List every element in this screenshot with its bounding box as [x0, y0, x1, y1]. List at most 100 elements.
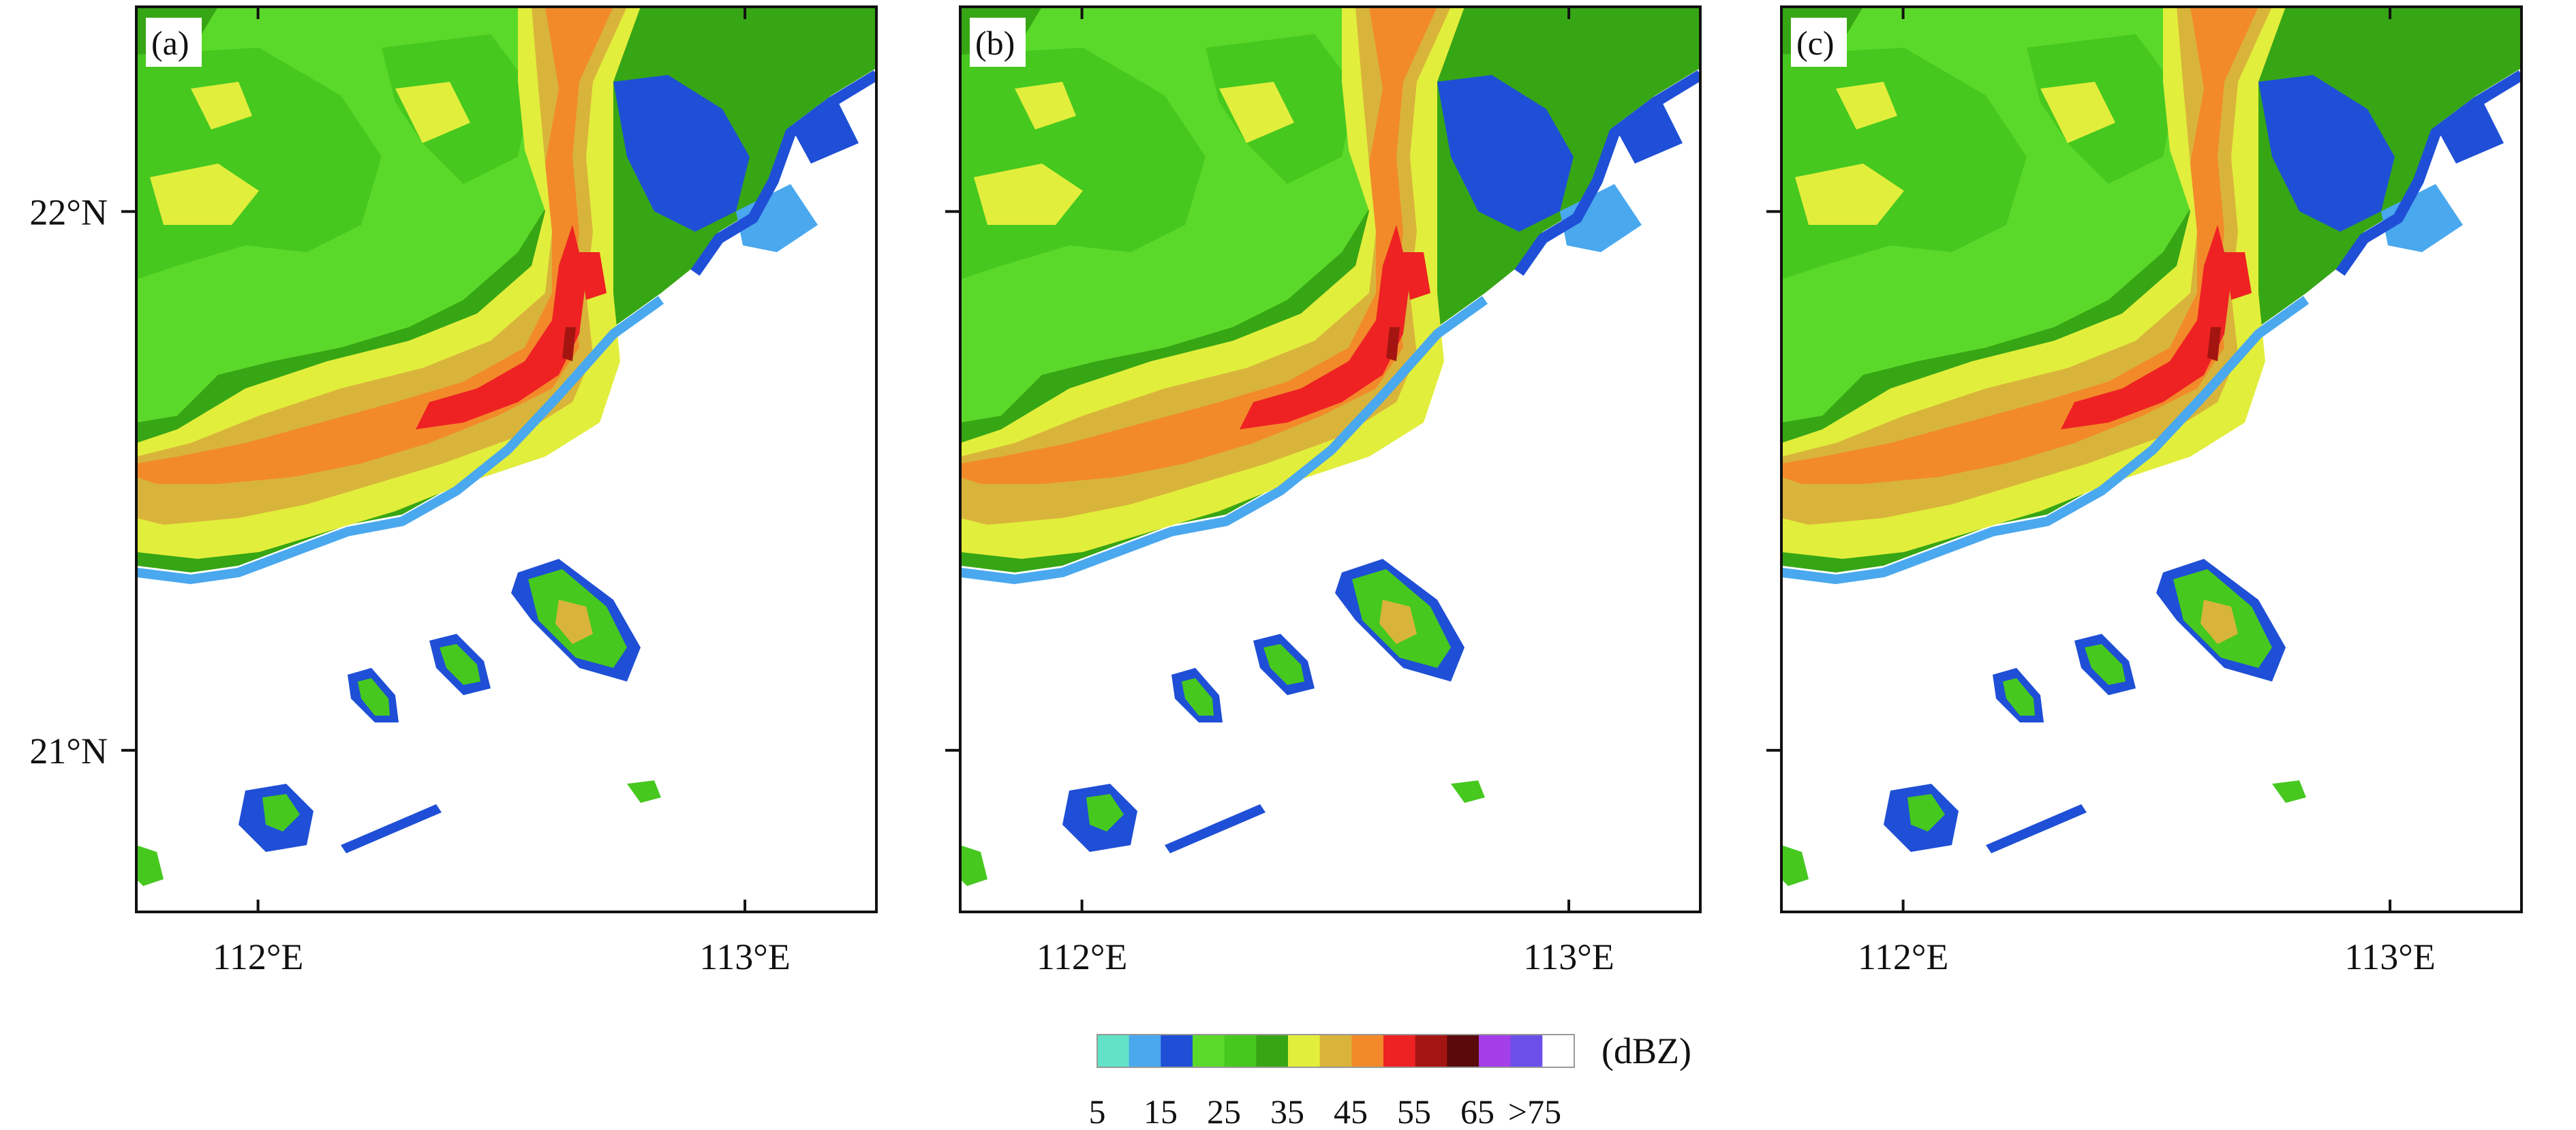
panel-a-xtick-112-label: 112°E	[213, 936, 304, 977]
echo-se-small-echo	[1451, 780, 1485, 803]
colorbar-swatch-70-75	[1510, 1035, 1543, 1067]
panel-c-ticks	[1766, 7, 2392, 912]
echo-yellow-spot-2	[2040, 82, 2115, 143]
colorbar-tick-label-15: 15	[1144, 1093, 1178, 1130]
echo-yellow-spot-2	[1219, 82, 1294, 143]
panel-c-xtick-113-label: 113°E	[2344, 936, 2436, 977]
reflectivity-field-shapes	[960, 7, 1700, 886]
panel-b-ticks	[945, 7, 1571, 912]
echo-yellow-spot-1	[150, 164, 259, 225]
colorbar-swatch-30-35	[1256, 1035, 1289, 1067]
echo-squall-band-45	[960, 7, 1437, 484]
colorbar-tick-label-75-plus: >75	[1508, 1093, 1561, 1130]
echo-se-small-echo	[2272, 780, 2306, 803]
echo-coastal-echo-15	[2258, 75, 2395, 232]
echo-squall-core-50-north	[2224, 252, 2252, 300]
colorbar-tick-label-35: 35	[1270, 1093, 1304, 1130]
echo-squall-core-50-north	[579, 252, 607, 300]
colorbar-swatch-20-25	[1193, 1035, 1225, 1067]
panel-b-xtick-112-label: 112°E	[1037, 936, 1128, 977]
panel-c-reflectivity-field	[1781, 7, 2521, 886]
colorbar-tick-label-65: 65	[1460, 1093, 1494, 1130]
field-layer	[136, 7, 876, 886]
panel-c-label-box	[1791, 18, 1847, 67]
panel-b-frame	[959, 5, 1702, 913]
echo-east-coast-fringe	[2335, 70, 2521, 276]
echo-island-3-echo	[1182, 678, 1214, 716]
colorbar-tick-label-55: 55	[1397, 1093, 1431, 1130]
panel-a-label: (a)	[151, 24, 189, 62]
echo-yellow-spot-1	[974, 164, 1083, 225]
colorbar: (dBZ) 5 15 25 35 45 55 65 >75	[1089, 1030, 1691, 1130]
echo-squall-core-55	[1386, 327, 1400, 361]
colorbar-tick-label-45: 45	[1334, 1093, 1368, 1130]
reflectivity-field-shapes	[136, 7, 876, 886]
echo-east-coast-fringe	[690, 70, 876, 276]
echo-squall-core-50	[1240, 225, 1410, 429]
panel-a-ytick-21-label: 21°N	[29, 731, 108, 772]
echo-squall-band-45	[136, 7, 613, 484]
echo-coastal-echo-15	[613, 75, 750, 232]
echo-coastal-echo-15	[1437, 75, 1574, 232]
echo-yellow-spot-3	[191, 82, 252, 129]
panel-b-reflectivity-field	[960, 7, 1700, 886]
echo-island-2-echo	[2085, 644, 2126, 685]
panel-c-frame	[1780, 5, 2523, 913]
echo-island-1-core	[2201, 600, 2238, 644]
colorbar-tick-label-25: 25	[1207, 1093, 1241, 1130]
echo-squall-core-50-north	[1403, 252, 1430, 300]
echo-south-echo-line	[1165, 804, 1266, 853]
echo-south-echo-line	[1986, 804, 2087, 853]
echo-island-1-core	[1379, 600, 1417, 644]
echo-island-2-echo	[1263, 644, 1304, 685]
panel-a: (a) 112°E 113°E 22°N 21°N	[29, 5, 878, 977]
colorbar-unit-label: (dBZ)	[1601, 1030, 1691, 1071]
echo-coastal-fringe	[960, 296, 1488, 584]
panel-a-ytick-22-label: 22°N	[29, 192, 108, 232]
colorbar-swatch-25-30	[1224, 1035, 1257, 1067]
field-layer	[1781, 7, 2521, 886]
echo-yellow-spot-1	[1795, 164, 1904, 225]
echo-south-echo-line	[341, 804, 442, 853]
panel-b: (b) 112°E 113°E	[945, 5, 1702, 977]
echo-island-3-echo	[358, 678, 390, 716]
colorbar-swatch-75-80	[1542, 1035, 1575, 1067]
colorbar-swatch-60-65	[1447, 1035, 1479, 1067]
colorbar-swatch-65-70	[1479, 1035, 1512, 1067]
echo-squall-core-50	[416, 225, 586, 429]
echo-island-4-echo	[1907, 794, 1945, 831]
panel-a-ticks	[121, 7, 747, 912]
panel-a-label-box	[146, 18, 202, 67]
echo-east-coast-fringe	[1514, 70, 1700, 276]
panel-b-label-box	[970, 18, 1026, 67]
field-layer	[960, 7, 1700, 886]
echo-island-4-echo	[262, 794, 300, 831]
colorbar-swatches	[1097, 1035, 1575, 1067]
panel-c-label: (c)	[1796, 24, 1835, 62]
panel-c-xtick-112-label: 112°E	[1858, 936, 1949, 977]
reflectivity-field-shapes	[1781, 7, 2521, 886]
panel-b-label: (b)	[975, 24, 1015, 62]
colorbar-swatch-35-40	[1288, 1035, 1321, 1067]
colorbar-swatch-5-10	[1097, 1035, 1130, 1067]
echo-island-4-echo	[1086, 794, 1124, 831]
echo-sw-corner-echo	[1781, 845, 1809, 886]
panel-a-reflectivity-field	[136, 7, 876, 886]
echo-island-2-echo	[440, 644, 480, 685]
colorbar-swatch-10-15	[1129, 1035, 1161, 1067]
colorbar-swatch-55-60	[1415, 1035, 1447, 1067]
echo-squall-core-55	[2207, 327, 2221, 361]
colorbar-tick-label-5: 5	[1089, 1093, 1106, 1130]
echo-coastal-fringe	[136, 296, 664, 584]
echo-squall-core-50	[2061, 225, 2231, 429]
echo-squall-core-55	[562, 327, 576, 361]
colorbar-swatch-40-45	[1319, 1035, 1352, 1067]
echo-yellow-spot-2	[395, 82, 470, 143]
echo-island-3-echo	[2003, 678, 2035, 716]
echo-island-1-core	[555, 600, 593, 644]
panel-b-xtick-113-label: 113°E	[1523, 936, 1614, 977]
panel-a-xtick-113-label: 113°E	[699, 936, 791, 977]
panel-a-frame	[135, 5, 878, 913]
echo-se-small-echo	[627, 780, 661, 803]
colorbar-swatch-50-55	[1383, 1035, 1416, 1067]
